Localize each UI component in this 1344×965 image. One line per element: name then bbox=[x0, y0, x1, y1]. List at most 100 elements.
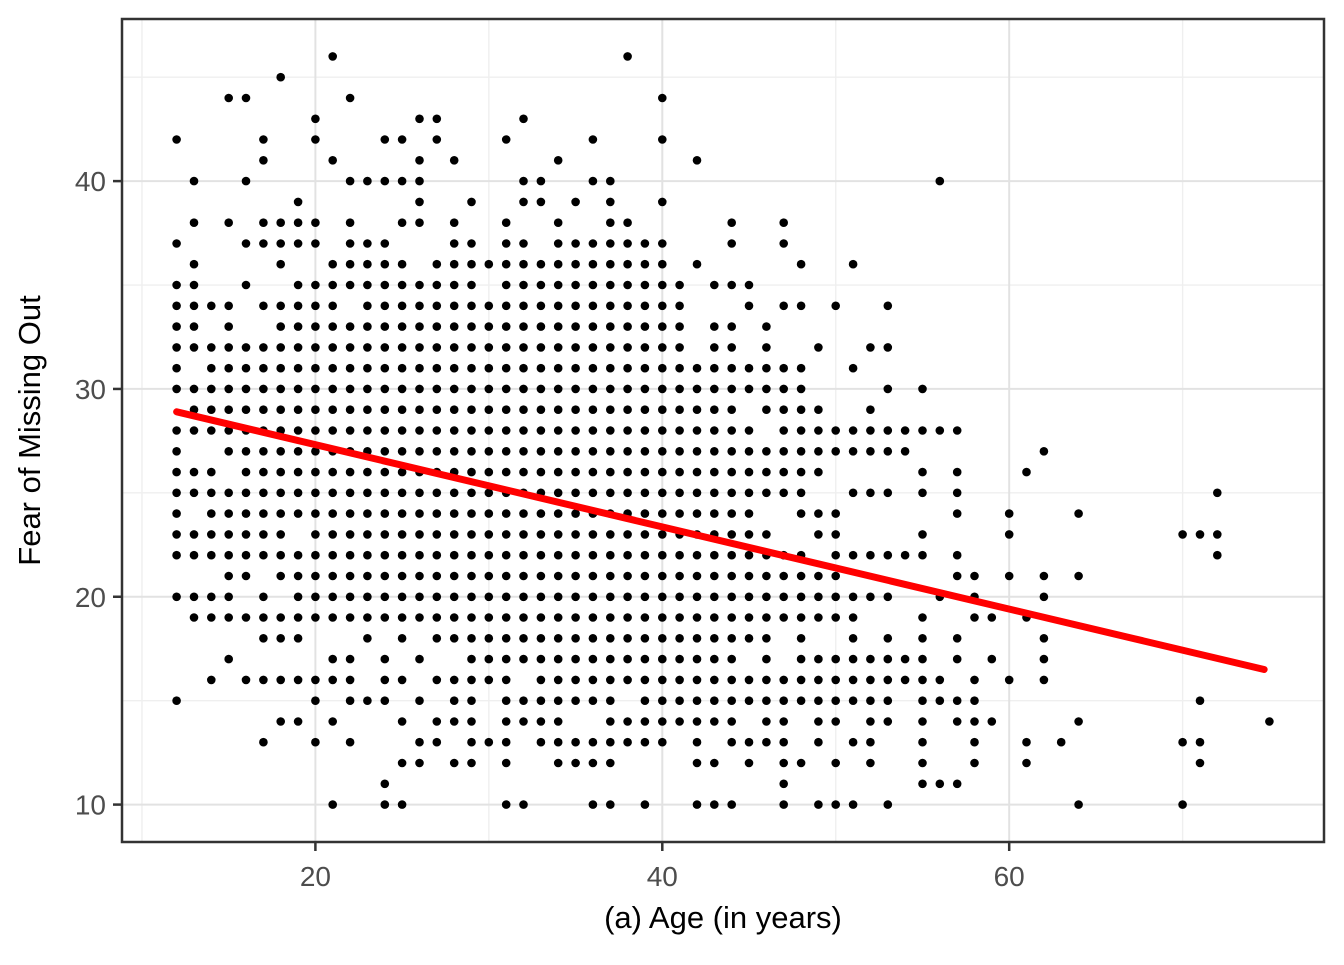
data-point bbox=[866, 717, 875, 726]
data-point bbox=[952, 467, 962, 477]
data-point bbox=[779, 488, 788, 498]
data-point bbox=[259, 634, 268, 643]
data-point bbox=[553, 239, 563, 248]
data-point bbox=[692, 800, 702, 809]
data-point bbox=[172, 280, 181, 290]
data-point bbox=[259, 343, 268, 352]
data-point bbox=[606, 550, 615, 560]
data-point bbox=[259, 467, 268, 477]
data-point bbox=[311, 426, 320, 435]
data-point bbox=[224, 322, 233, 331]
data-point bbox=[553, 758, 563, 768]
data-point bbox=[640, 675, 650, 685]
data-point bbox=[328, 550, 338, 560]
data-point bbox=[467, 550, 476, 560]
data-point bbox=[519, 613, 528, 622]
data-point bbox=[571, 675, 580, 685]
data-point bbox=[276, 675, 286, 685]
data-point bbox=[952, 634, 962, 643]
data-point bbox=[259, 488, 268, 498]
data-point bbox=[623, 363, 632, 373]
data-point bbox=[241, 675, 251, 685]
data-point bbox=[536, 343, 546, 352]
data-point bbox=[606, 800, 615, 809]
data-point bbox=[519, 114, 528, 124]
data-point bbox=[883, 696, 893, 705]
data-point bbox=[501, 343, 511, 352]
data-point bbox=[241, 571, 251, 581]
data-point bbox=[536, 405, 546, 415]
data-point bbox=[380, 467, 390, 477]
data-point bbox=[415, 737, 424, 747]
data-point bbox=[918, 696, 927, 705]
data-point bbox=[345, 509, 355, 518]
data-point bbox=[727, 343, 736, 352]
data-point bbox=[640, 488, 650, 498]
data-point bbox=[293, 301, 303, 311]
data-point bbox=[640, 530, 650, 539]
data-point bbox=[710, 343, 719, 352]
data-point bbox=[415, 530, 424, 539]
data-point bbox=[519, 363, 528, 373]
data-point bbox=[640, 426, 650, 435]
data-point bbox=[588, 634, 598, 643]
data-point bbox=[744, 737, 754, 747]
data-point bbox=[606, 488, 615, 498]
data-point bbox=[241, 384, 251, 394]
data-point bbox=[276, 467, 286, 477]
data-point bbox=[397, 800, 407, 809]
data-point bbox=[397, 176, 407, 186]
data-point bbox=[606, 218, 615, 227]
data-point bbox=[224, 405, 233, 415]
data-point bbox=[866, 343, 875, 352]
data-point bbox=[189, 550, 199, 560]
data-point bbox=[449, 696, 459, 705]
data-point bbox=[623, 467, 632, 477]
data-point bbox=[397, 758, 407, 768]
data-point bbox=[484, 259, 494, 269]
data-point bbox=[762, 530, 771, 539]
data-point bbox=[328, 530, 338, 539]
data-point bbox=[415, 488, 424, 498]
data-point bbox=[814, 571, 823, 581]
data-point bbox=[432, 322, 442, 331]
data-point bbox=[762, 384, 771, 394]
data-point bbox=[380, 239, 390, 248]
data-point bbox=[311, 343, 320, 352]
data-point bbox=[467, 467, 476, 477]
data-point bbox=[397, 218, 407, 227]
data-point bbox=[397, 488, 407, 498]
data-point bbox=[935, 696, 945, 705]
data-point bbox=[571, 322, 580, 331]
data-point bbox=[623, 384, 632, 394]
data-point bbox=[501, 426, 511, 435]
data-point bbox=[207, 550, 216, 560]
data-point bbox=[519, 197, 528, 207]
data-point bbox=[658, 467, 667, 477]
data-point bbox=[415, 197, 424, 207]
data-point bbox=[848, 613, 858, 622]
data-point bbox=[658, 737, 667, 747]
data-point bbox=[345, 218, 355, 227]
axis-tick-marks bbox=[113, 179, 1011, 851]
data-point bbox=[588, 613, 598, 622]
data-point bbox=[796, 758, 806, 768]
data-point bbox=[883, 426, 893, 435]
data-point bbox=[207, 509, 216, 518]
data-point bbox=[293, 280, 303, 290]
data-point bbox=[814, 613, 823, 622]
data-point bbox=[449, 675, 459, 685]
data-point bbox=[172, 550, 181, 560]
data-point bbox=[848, 634, 858, 643]
data-point bbox=[623, 654, 632, 664]
data-point bbox=[241, 467, 251, 477]
data-point bbox=[328, 322, 338, 331]
data-point bbox=[224, 384, 233, 394]
data-point bbox=[727, 280, 736, 290]
data-point bbox=[536, 322, 546, 331]
data-point bbox=[1004, 571, 1014, 581]
data-point bbox=[744, 550, 754, 560]
data-point bbox=[259, 675, 268, 685]
data-point bbox=[692, 675, 702, 685]
data-point bbox=[259, 613, 268, 622]
